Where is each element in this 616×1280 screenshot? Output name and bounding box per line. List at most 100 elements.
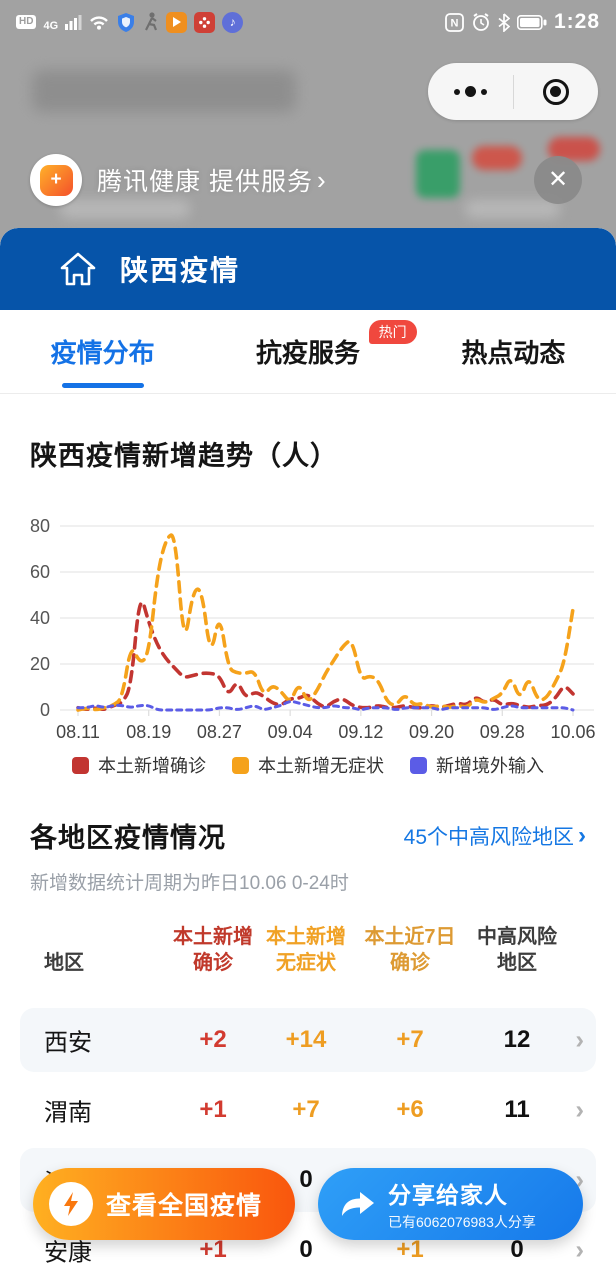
app-header: 陕西疫情 <box>0 228 616 310</box>
svg-text:09.28: 09.28 <box>480 722 525 742</box>
svg-text:09.04: 09.04 <box>268 722 313 742</box>
close-banner-button[interactable]: ✕ <box>534 156 582 204</box>
risk-value: 0 <box>510 1236 524 1263</box>
legend-swatch-confirmed <box>72 756 89 774</box>
banner-chevron-icon: › <box>316 164 326 195</box>
table-row-xian[interactable]: 西安 +2 +14 +7 12 › <box>0 1008 616 1072</box>
legend-item-asymptomatic: 本土新增无症状 <box>232 752 384 778</box>
svg-text:20: 20 <box>30 654 50 674</box>
asymptomatic-value: 0 <box>299 1166 313 1193</box>
confirmed-value: +2 <box>199 1026 227 1053</box>
svg-text:60: 60 <box>30 562 50 582</box>
view-national-epidemic-button[interactable]: 查看全国疫情 <box>33 1168 295 1240</box>
last7-value: +6 <box>396 1096 424 1123</box>
row-chevron-icon: › <box>575 1094 584 1125</box>
legend-item-imported: 新增境外输入 <box>410 752 544 778</box>
hd-icon: HD <box>16 15 37 29</box>
confirmed-value: +1 <box>199 1096 227 1123</box>
risk-areas-link[interactable]: 45个中高风险地区 › <box>403 821 586 849</box>
status-bar: HD 4G <box>0 0 616 44</box>
dimmed-backdrop: HD 4G <box>0 0 616 228</box>
capsule-divider <box>512 74 514 109</box>
col-header-region: 地区 <box>44 952 84 974</box>
svg-text:08.19: 08.19 <box>126 722 171 742</box>
table-row-weinan[interactable]: 渭南 +1 +7 +6 11 › <box>0 1078 616 1142</box>
svg-text:N: N <box>450 17 458 29</box>
svg-text:0: 0 <box>40 700 50 720</box>
page-title: 陕西疫情 <box>120 255 241 286</box>
health-pattern-app-icon <box>194 11 216 33</box>
row-chevron-icon: › <box>575 1024 584 1055</box>
col-header-local-asymptomatic: 本土新增 无症状 <box>266 926 346 974</box>
blurred-content-1 <box>60 200 190 218</box>
alarm-clock-icon <box>473 13 489 31</box>
hot-badge: 热门 <box>368 320 417 344</box>
data-period-note: 新增数据统计周期为昨日10.06 0-24时 <box>30 873 349 894</box>
clock-time: 1:28 <box>553 10 600 33</box>
music-app-icon: ♪ <box>222 11 244 33</box>
region-name: 西安 <box>44 1029 92 1057</box>
signal-bars-icon <box>65 15 82 30</box>
tab-hot-news[interactable]: 热点动态 <box>461 338 566 368</box>
link-chevron-icon: › <box>578 821 586 849</box>
confirmed-value: +1 <box>199 1236 227 1263</box>
svg-text:10.06: 10.06 <box>550 722 595 742</box>
service-provider-banner[interactable]: + 腾讯健康 提供服务 › <box>0 148 616 212</box>
svg-text:09.20: 09.20 <box>409 722 454 742</box>
tab-bar: 疫情分布 抗疫服务 热门 热点动态 <box>0 310 616 394</box>
minimize-target-icon <box>542 78 569 105</box>
region-name: 安康 <box>44 1239 92 1267</box>
region-section-header: 各地区疫情情况 45个中高风险地区 › <box>30 816 586 855</box>
blurred-red-blob-1 <box>472 146 522 170</box>
tab-epidemic-distribution[interactable]: 疫情分布 <box>0 310 205 393</box>
lightning-icon <box>49 1182 93 1226</box>
region-name: 渭南 <box>44 1099 92 1127</box>
col-header-risk-areas: 中高风险 地区 <box>477 926 557 974</box>
video-play-app-icon <box>166 11 188 33</box>
blurred-green-blob <box>416 150 460 198</box>
more-dots-icon <box>453 86 487 97</box>
chart-legend: 本土新增确诊 本土新增无症状 新增境外输入 <box>0 752 616 778</box>
network-4g-label: 4G <box>43 19 59 32</box>
blurred-page-title <box>32 70 296 112</box>
col-header-local-confirmed: 本土新增 确诊 <box>173 926 253 974</box>
tencent-health-logo-icon: + <box>30 154 82 206</box>
last7-value: +1 <box>396 1236 424 1263</box>
asymptomatic-value: 0 <box>299 1236 313 1263</box>
share-with-family-button[interactable]: 分享给家人 已有6062076983人分享 <box>318 1168 583 1240</box>
share-arrow-icon <box>342 1192 374 1216</box>
home-icon[interactable] <box>58 250 98 288</box>
trend-line-chart: 0 20 40 60 80 08.11 08.19 08.27 09.04 09.12 09.20 0… <box>30 516 596 742</box>
col-header-7day-confirmed: 本土近7日 确诊 <box>364 926 456 974</box>
row-chevron-icon: › <box>575 1164 584 1195</box>
status-bar-right: N 1:28 <box>445 10 600 34</box>
battery-icon <box>516 14 547 30</box>
blurred-content-2 <box>465 200 560 218</box>
wifi-icon <box>90 16 109 30</box>
table-row-ankang[interactable]: 安康 +1 0 +1 0 › <box>0 1218 616 1280</box>
table-header: 地区 本土新增 确诊 本土新增 无症状 本土近7日 确诊 中高风险 地区 <box>0 924 616 1002</box>
row-chevron-icon: › <box>575 1234 584 1265</box>
asymptomatic-value: +7 <box>292 1096 320 1123</box>
legend-swatch-imported <box>410 756 427 774</box>
more-options-button[interactable] <box>428 63 513 120</box>
miniprogram-capsule[interactable] <box>428 63 598 120</box>
service-provider-text: 腾讯健康 提供服务 <box>97 168 313 196</box>
chart-title: 陕西疫情新增趋势（人） <box>30 441 338 471</box>
status-bar-left: HD 4G <box>16 11 244 33</box>
minimize-button[interactable] <box>514 63 599 120</box>
shield-app-icon <box>118 12 135 32</box>
last7-value: +7 <box>396 1026 424 1053</box>
tab-anti-epidemic-services[interactable]: 抗疫服务 热门 <box>205 310 417 393</box>
svg-text:80: 80 <box>30 516 50 536</box>
legend-item-confirmed: 本土新增确诊 <box>72 752 206 778</box>
svg-text:09.12: 09.12 <box>338 722 383 742</box>
asymptomatic-value: +14 <box>285 1026 327 1053</box>
bluetooth-icon <box>498 12 510 32</box>
svg-text:40: 40 <box>30 608 50 628</box>
region-section-title: 各地区疫情情况 <box>30 823 226 853</box>
svg-text:08.11: 08.11 <box>56 722 100 742</box>
risk-value: 11 <box>504 1096 530 1123</box>
share-count-text: 已有6062076983人分享 <box>388 1214 536 1230</box>
